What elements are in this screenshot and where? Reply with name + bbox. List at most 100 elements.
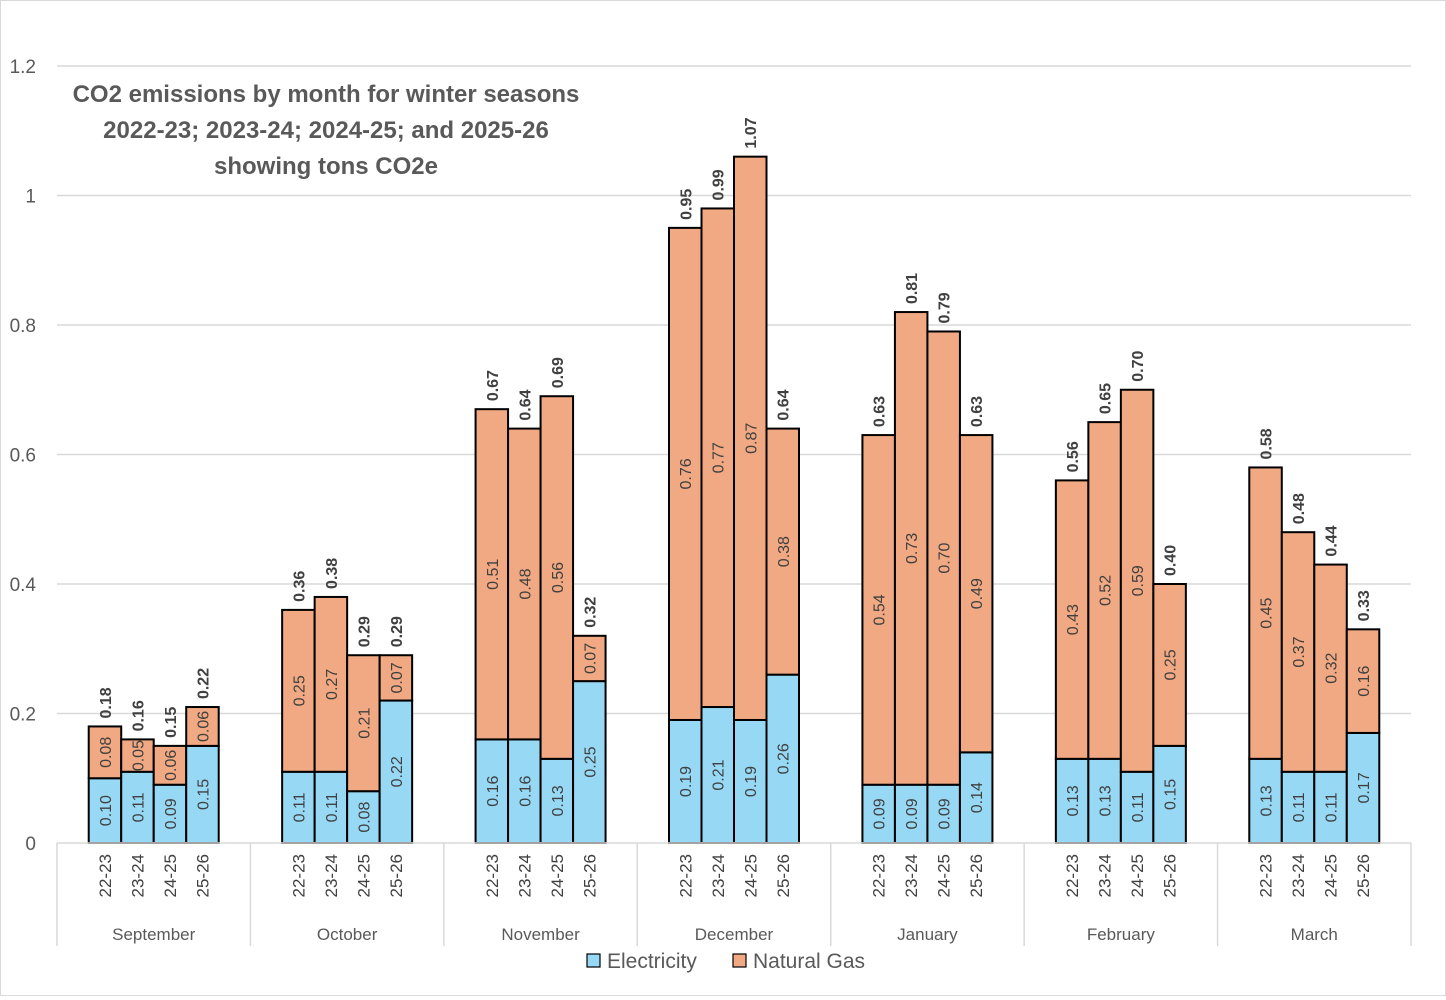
data-label-natural-gas: 0.77 [711,442,728,473]
data-label-total: 1.07 [743,117,760,148]
data-label-electricity: 0.13 [1098,785,1115,816]
season-tick-label: 23-24 [1289,854,1308,897]
season-tick-label: 22-23 [483,854,502,897]
bar-natural-gas [1054,479,1090,760]
data-label-electricity: 0.13 [550,785,567,816]
y-tick-label: 0.4 [10,575,37,596]
data-label-natural-gas: 0.25 [291,675,308,706]
data-label-total: 0.56 [1065,441,1082,472]
season-tick-label: 22-23 [1063,854,1082,897]
season-tick-label: 24-25 [935,854,954,897]
data-label-electricity: 0.11 [130,792,147,822]
legend-label: Natural Gas [753,950,865,973]
bar-natural-gas [958,434,994,754]
season-tick-label: 25-26 [967,854,986,897]
bar-electricity [378,699,414,844]
bar-natural-gas [378,654,414,702]
data-label-electricity: 0.09 [937,798,954,829]
season-tick-label: 25-26 [580,854,599,897]
data-label-electricity: 0.09 [163,798,180,829]
data-label-electricity: 0.10 [98,795,115,826]
data-label-natural-gas: 0.07 [582,643,599,674]
season-tick-label: 25-26 [1354,854,1373,897]
bar-electricity [346,790,381,845]
bar-electricity [1345,731,1381,844]
bar-natural-gas [700,207,735,709]
data-label-electricity: 0.11 [1324,792,1341,822]
data-label-electricity: 0.13 [1259,785,1276,816]
season-tick-label: 23-24 [709,854,728,897]
data-label-natural-gas: 0.05 [130,740,147,771]
bar-electricity [1313,770,1348,845]
bar-electricity [152,783,188,844]
bar-electricity [572,680,607,844]
data-label-electricity: 0.09 [872,798,889,829]
data-label-electricity: 0.17 [1356,772,1373,803]
data-label-natural-gas: 0.37 [1291,636,1308,667]
data-label-electricity: 0.15 [195,779,212,810]
y-tick-label: 1.2 [10,57,36,78]
data-label-electricity: 0.11 [1130,792,1147,822]
data-label-electricity: 0.11 [1291,792,1308,822]
bar-natural-gas [346,654,381,793]
data-label-natural-gas: 0.52 [1098,575,1115,606]
bar-natural-gas [1152,583,1187,747]
data-label-total: 0.38 [324,558,341,589]
season-tick-label: 25-26 [193,854,212,897]
season-tick-label: 24-25 [1322,854,1341,897]
season-tick-label: 25-26 [387,854,406,897]
bar-natural-gas [1345,628,1381,734]
bar-natural-gas [120,738,155,773]
data-label-electricity: 0.09 [904,798,921,829]
data-label-total: 0.99 [711,169,728,200]
y-tick-label: 0.2 [10,705,36,726]
data-label-total: 0.44 [1324,525,1341,556]
data-label-electricity: 0.14 [969,782,986,813]
chart-title-line: 2022-23; 2023-24; 2024-25; and 2025-26 [103,117,549,144]
data-label-total: 0.15 [163,707,180,738]
data-label-natural-gas: 0.54 [872,594,889,625]
season-tick-label: 24-25 [548,854,567,897]
legend-swatch-electricity [586,953,601,968]
data-labels: 0.10 0.08 0.18 0.11 0.05 0.16 0.09 0.06 0.15 0.15… [98,117,1373,832]
data-label-total: 0.64 [517,389,534,420]
season-tick-label: 23-24 [322,854,341,897]
bar-natural-gas [1248,466,1283,760]
legend-swatch-natural-gas [732,953,747,968]
data-label-natural-gas: 0.27 [324,669,341,700]
data-label-natural-gas: 0.59 [1130,565,1147,596]
data-label-total: 0.79 [937,292,954,323]
data-label-total: 0.16 [130,700,147,731]
season-tick-label: 24-25 [161,854,180,897]
data-label-total: 0.40 [1163,545,1180,576]
data-label-natural-gas: 0.45 [1259,597,1276,628]
legend: Electricity Natural Gas [586,950,865,973]
season-tick-label: 22-23 [870,854,889,897]
data-label-total: 0.29 [389,616,406,647]
data-label-natural-gas: 0.32 [1324,653,1341,684]
chart-title-line: showing tons CO2e [214,153,438,180]
data-label-electricity: 0.15 [1163,779,1180,810]
data-label-total: 0.67 [485,370,502,401]
bar-natural-gas [765,427,800,676]
chart-title: CO2 emissions by month for winter season… [73,81,580,180]
bar-electricity [185,744,220,844]
bar-natural-gas [668,226,703,721]
bar-natural-gas [733,155,768,721]
data-label-total: 0.36 [291,571,308,602]
season-tick-label: 22-23 [96,854,115,897]
data-label-total: 0.70 [1130,351,1147,382]
bar-electricity [958,751,994,844]
bar-natural-gas [893,311,929,786]
season-tick-label: 23-24 [515,854,534,897]
data-label-total: 0.33 [1356,590,1373,621]
month-label: September [112,925,195,944]
data-label-natural-gas: 0.06 [195,711,212,742]
data-label-natural-gas: 0.25 [1163,649,1180,680]
data-label-electricity: 0.11 [291,792,308,822]
data-label-total: 0.22 [195,668,212,699]
season-tick-label: 23-24 [128,854,147,897]
data-label-electricity: 0.19 [743,766,760,797]
